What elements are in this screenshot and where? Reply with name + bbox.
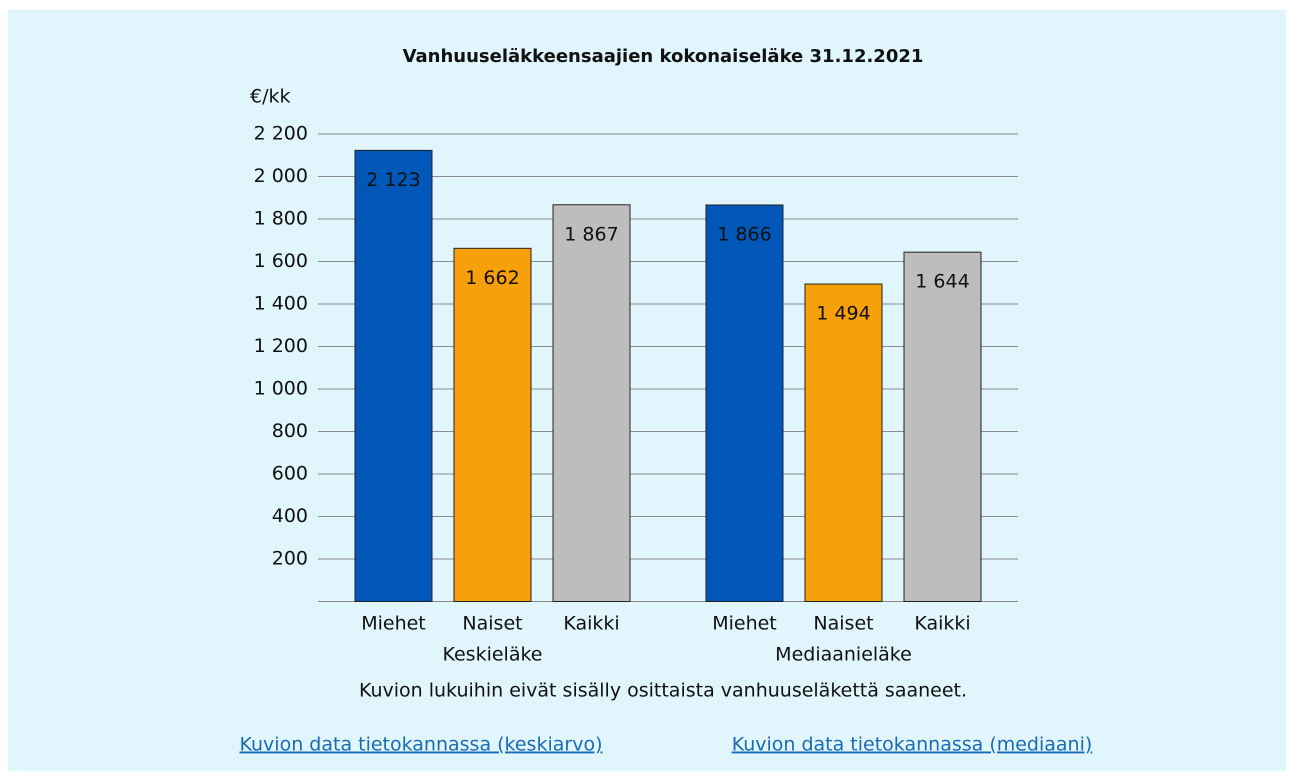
y-tick-label: 1 000: [254, 378, 308, 400]
bar: [354, 149, 433, 603]
y-tick-label: 2 000: [254, 165, 308, 187]
data-link[interactable]: Kuvion data tietokannassa (mediaani): [732, 734, 1093, 756]
y-tick-label: 1 400: [254, 293, 308, 315]
y-tick-label: 1 800: [254, 208, 308, 230]
data-label: 1 662: [465, 267, 519, 289]
x-tick-label: Miehet: [712, 613, 777, 635]
data-label: 1 644: [915, 271, 969, 293]
x-tick-label: Naiset: [813, 613, 873, 635]
bar: [453, 247, 532, 602]
y-tick-label: 1 200: [254, 335, 308, 357]
data-label: 1 867: [564, 223, 618, 245]
panel: [8, 10, 1286, 771]
bar: [903, 251, 982, 602]
y-tick-label: 200: [272, 548, 308, 570]
bar: [705, 204, 784, 602]
x-tick-label: Miehet: [361, 613, 426, 635]
bar: [552, 204, 631, 602]
chart-title: Vanhuuseläkkeensaajien kokonaiseläke 31.…: [403, 46, 924, 67]
x-tick-label: Kaikki: [914, 613, 970, 635]
y-tick-label: 400: [272, 505, 308, 527]
data-link[interactable]: Kuvion data tietokannassa (keskiarvo): [240, 734, 603, 756]
y-axis-label: €/kk: [250, 86, 291, 108]
category-label: Keskieläke: [442, 644, 542, 666]
data-label: 1 866: [717, 223, 771, 245]
x-tick-label: Naiset: [462, 613, 522, 635]
y-tick-label: 800: [272, 420, 308, 442]
data-label: 1 494: [816, 303, 870, 325]
y-tick-label: 2 200: [254, 123, 308, 145]
bar: [804, 283, 883, 602]
category-label: Mediaanieläke: [775, 644, 912, 666]
note: Kuvion lukuihin eivät sisälly osittaista…: [359, 680, 967, 702]
x-tick-label: Kaikki: [563, 613, 619, 635]
y-tick-label: 600: [272, 463, 308, 485]
y-tick-label: 1 600: [254, 250, 308, 272]
data-label: 2 123: [366, 169, 420, 191]
